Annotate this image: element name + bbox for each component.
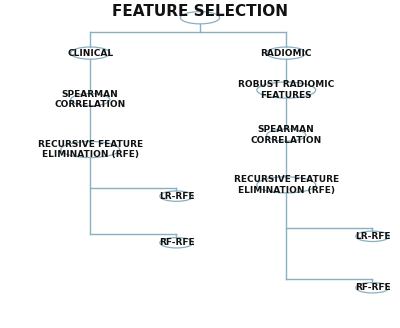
Text: FEATURE SELECTION: FEATURE SELECTION <box>112 4 288 19</box>
Text: LR-RFE: LR-RFE <box>355 232 390 241</box>
Text: RF-RFE: RF-RFE <box>355 283 390 292</box>
Text: CLINICAL: CLINICAL <box>67 49 113 58</box>
Text: RF-RFE: RF-RFE <box>159 238 194 247</box>
Text: LR-RFE: LR-RFE <box>159 192 194 201</box>
Text: RECURSIVE FEATURE
ELIMINATION (RFE): RECURSIVE FEATURE ELIMINATION (RFE) <box>38 140 143 159</box>
Text: RADIOMIC: RADIOMIC <box>260 49 312 58</box>
Text: SPEARMAN
CORRELATION: SPEARMAN CORRELATION <box>251 125 322 145</box>
Text: RECURSIVE FEATURE
ELIMINATION (RFE): RECURSIVE FEATURE ELIMINATION (RFE) <box>234 175 339 195</box>
Text: ROBUST RADIOMIC
FEATURES: ROBUST RADIOMIC FEATURES <box>238 80 334 100</box>
Text: SPEARMAN
CORRELATION: SPEARMAN CORRELATION <box>55 90 126 110</box>
